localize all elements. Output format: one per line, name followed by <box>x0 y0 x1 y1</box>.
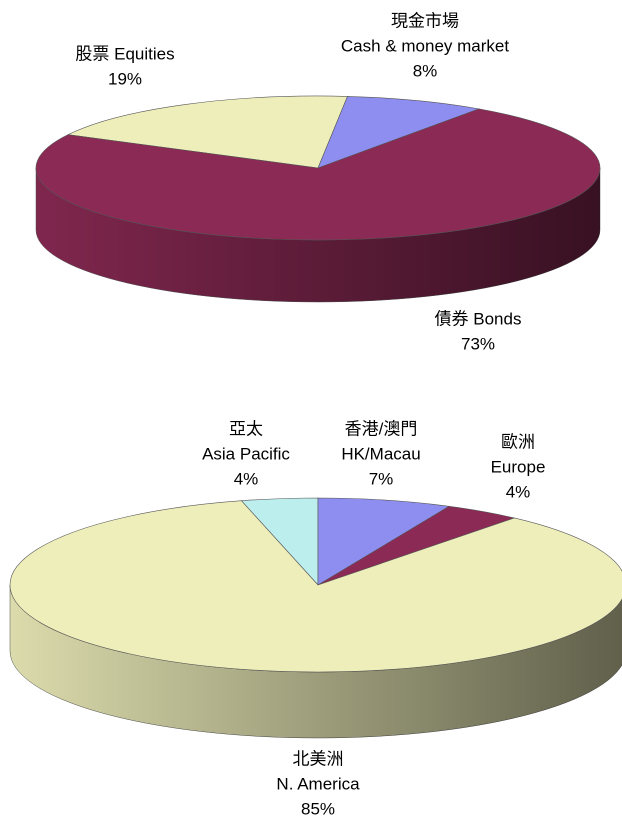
slice-label: 北美洲 <box>293 749 344 768</box>
slice-side-shade <box>10 585 622 738</box>
slice-value-label: 85% <box>301 799 335 818</box>
slice-label: Europe <box>491 457 546 476</box>
slice-value-label: 73% <box>461 334 495 353</box>
slice-value-label: 19% <box>108 69 142 88</box>
slice-label: Cash & money market <box>341 36 509 55</box>
slice-side-shade <box>36 168 600 302</box>
slice-label: 債券 Bonds <box>435 309 522 328</box>
slice-value-label: 7% <box>369 469 394 488</box>
pie-chart <box>9 497 622 739</box>
slice <box>317 96 481 169</box>
slice-label: 歐洲 <box>501 432 535 451</box>
slice-value-label: 8% <box>413 61 438 80</box>
slice <box>9 500 622 673</box>
slice <box>317 497 451 586</box>
slice-label: Asia Pacific <box>202 444 290 463</box>
slice-label: 亞太 <box>229 419 263 438</box>
slice-label: N. America <box>276 774 360 793</box>
slice-label: 現金市場 <box>391 11 459 30</box>
slice-label: 香港/澳門 <box>345 419 418 438</box>
slice <box>35 108 601 241</box>
slice-value-label: 4% <box>234 469 259 488</box>
slice-label: HK/Macau <box>341 444 420 463</box>
slice <box>67 95 348 169</box>
pie-chart <box>35 95 601 303</box>
slice-value-label: 4% <box>506 482 531 501</box>
slice-label: 股票 Equities <box>75 44 174 63</box>
